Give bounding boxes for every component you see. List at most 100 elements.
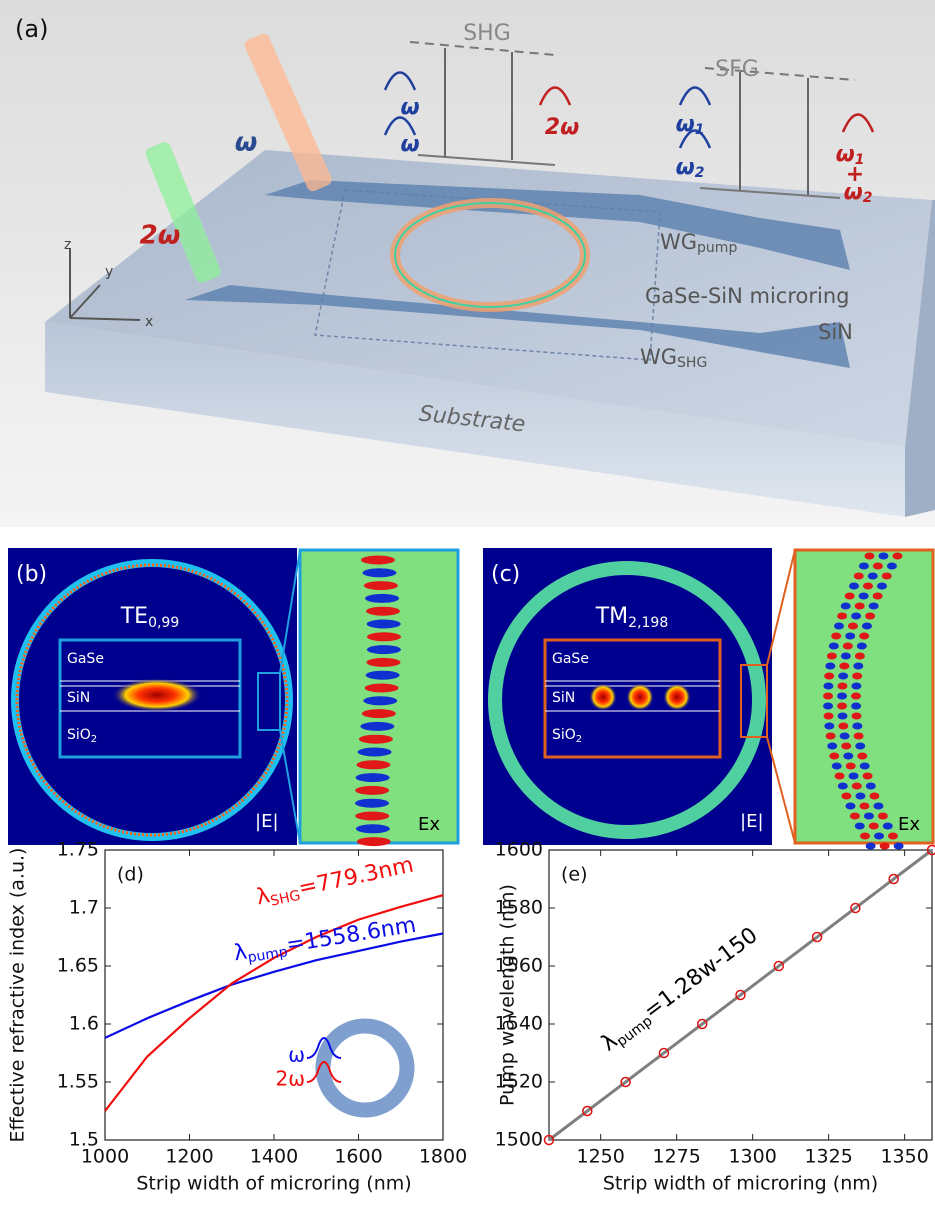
field-lobe (834, 623, 844, 630)
field-lobe (860, 763, 870, 770)
x-tick-label: 1400 (250, 1146, 298, 1168)
field-lobe (823, 703, 833, 710)
field-lobe (823, 693, 833, 700)
field-lobe (357, 837, 391, 846)
field-lobe (849, 583, 859, 590)
field-lobe (841, 603, 851, 610)
field-lobe (846, 763, 856, 770)
field-lobe (843, 753, 853, 760)
field-lobe (826, 733, 836, 740)
field-lobe (854, 573, 864, 580)
symbol: ω (676, 155, 695, 180)
field-lobe (869, 603, 879, 610)
field-lobe (837, 703, 847, 710)
field-lobe (863, 773, 873, 780)
field-lobe (827, 743, 837, 750)
text: WG (660, 230, 697, 254)
field-lobe (848, 623, 858, 630)
field-lobe (883, 823, 893, 830)
field-lobe (837, 683, 847, 690)
zoom-label: Ex (418, 814, 440, 835)
field-lobe (838, 713, 848, 720)
axis-y: y (105, 264, 113, 280)
field-lobe (832, 763, 842, 770)
field-lobe (355, 812, 389, 821)
omega: ω (400, 132, 419, 157)
field-lobe (849, 773, 859, 780)
field-lobe (850, 813, 860, 820)
field-lobe (356, 824, 390, 833)
microring-label: GaSe-SiN microring (645, 284, 849, 308)
field-lobe (855, 603, 865, 610)
field-lobe (358, 748, 392, 757)
field-lobe (356, 773, 390, 782)
panel-label: (a) (15, 15, 48, 43)
gase-label: GaSe (67, 651, 104, 667)
field-lobe (866, 783, 876, 790)
field-lobe (874, 833, 884, 840)
field-lobe (859, 633, 869, 640)
panel-label: (b) (16, 562, 47, 587)
panel-label: (c) (491, 562, 520, 587)
field-lobe (855, 823, 865, 830)
omega: ω (400, 95, 419, 120)
field-lobe (835, 773, 845, 780)
shg-label: SHG (463, 21, 511, 46)
field-lobe (829, 643, 839, 650)
field-lobe (852, 723, 862, 730)
zoom-label: Ex (898, 814, 920, 835)
field-lobe (837, 693, 847, 700)
y-tick-label: 1500 (495, 1129, 543, 1151)
mode-lobe (663, 683, 691, 711)
field-lobe (852, 783, 862, 790)
x-axis-label: Strip width of microring (nm) (136, 1173, 411, 1195)
field-lobe (355, 799, 389, 808)
field-lobe (823, 683, 833, 690)
y-tick-label: 1.75 (57, 839, 99, 861)
field-lobe (878, 553, 888, 560)
x-tick-label: 1350 (880, 1146, 928, 1168)
x-axis-label: Strip width of microring (nm) (603, 1173, 878, 1195)
panel-label: (d) (117, 864, 144, 886)
x-tick-label: 1200 (165, 1146, 213, 1168)
field-lobe (868, 573, 878, 580)
gase-label: GaSe (552, 651, 589, 667)
subscript: 2 (863, 190, 873, 206)
x-tick-label: 1600 (334, 1146, 382, 1168)
field-lobe (838, 723, 848, 730)
page: {"panel_a": {"label": "(a)", "shg": "SHG… (0, 0, 935, 1214)
x-tick-label: 1800 (419, 1146, 467, 1168)
field-lobe (880, 843, 890, 850)
field-lobe (877, 583, 887, 590)
field-lobe (355, 786, 389, 795)
field-lobe (866, 843, 876, 850)
field-lobe (859, 563, 869, 570)
field-lobe (864, 813, 874, 820)
y-axis-label: Effective refractive index (a.u.) (7, 848, 29, 1143)
subscript: 2,198 (628, 615, 668, 631)
inset-label: ω (288, 1043, 305, 1067)
field-lobe (825, 663, 835, 670)
x-tick-label: 1250 (576, 1146, 624, 1168)
field-label: |E| (255, 811, 279, 832)
field-lobe (360, 722, 394, 731)
subscript: 1 (695, 122, 705, 138)
field-lobe (362, 568, 396, 577)
field-lobe (839, 663, 849, 670)
field-lobe (873, 563, 883, 570)
axis-z: z (64, 237, 71, 253)
field-lobe (864, 553, 874, 560)
x-tick-label: 1300 (728, 1146, 776, 1168)
x-tick-label: 1325 (804, 1146, 852, 1168)
field-lobe (824, 713, 834, 720)
y-tick-label: 1.65 (57, 955, 99, 977)
field-lobe (892, 553, 902, 560)
field-lobe (857, 643, 867, 650)
field-lobe (829, 753, 839, 760)
subscript: 2 (91, 734, 97, 745)
text: TM (595, 604, 628, 629)
x-tick-label: 1275 (652, 1146, 700, 1168)
field-lobe (873, 803, 883, 810)
field-lobe (365, 594, 399, 603)
subscript: 0,99 (148, 615, 179, 631)
